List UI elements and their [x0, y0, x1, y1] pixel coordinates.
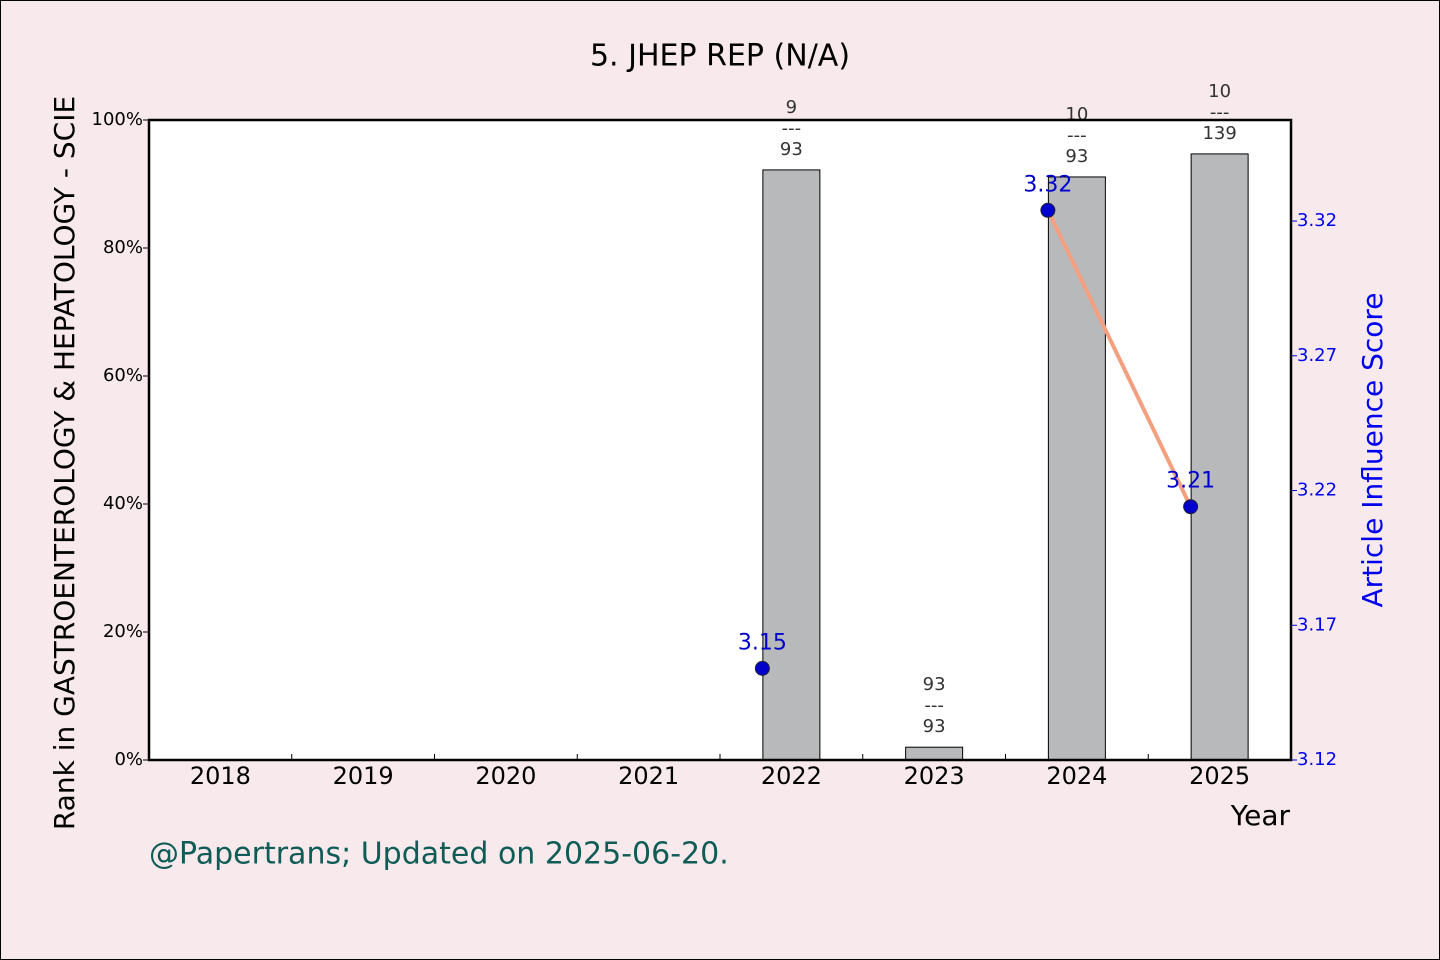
- value-label: 3.21: [1166, 469, 1215, 494]
- y2-tick-label: 3.22: [1297, 480, 1337, 501]
- rank-label: 10: [1065, 104, 1088, 125]
- rank-label: ---: [924, 695, 944, 716]
- rank-label: 93: [923, 716, 946, 737]
- rank-label: ---: [1210, 102, 1230, 123]
- x-tick-label: 2020: [475, 762, 536, 790]
- x-tick-label: 2024: [1046, 762, 1107, 790]
- chart-title: 5. JHEP REP (N/A): [590, 39, 850, 74]
- x-tick-label: 2025: [1189, 762, 1250, 790]
- footer: @Papertrans; Updated on 2025-06-20.: [149, 837, 729, 872]
- x-tick-label: 2022: [761, 762, 822, 790]
- y2-tick-label: 3.17: [1297, 614, 1337, 635]
- y2-axis-label: Article Influence Score: [1356, 292, 1389, 607]
- bar: [762, 169, 821, 761]
- y-axis-label: Rank in GASTROENTEROLOGY & HEPATOLOGY - …: [48, 96, 81, 830]
- line-marker: [1183, 499, 1199, 515]
- rank-label: 9: [786, 97, 797, 118]
- x-tick-label: 2023: [904, 762, 965, 790]
- line: [1046, 209, 1193, 508]
- y-tick-label: 100%: [92, 109, 143, 130]
- y-tick-label: 20%: [103, 621, 143, 642]
- y-tick-label: 0%: [114, 749, 143, 770]
- plot-frame: [147, 118, 1293, 762]
- bar: [1190, 153, 1249, 761]
- rank-label: 139: [1202, 123, 1236, 144]
- rank-label: 93: [1065, 146, 1088, 167]
- rank-label: ---: [782, 118, 802, 139]
- x-tick-label: 2019: [333, 762, 394, 790]
- y2-tick-label: 3.32: [1297, 210, 1337, 231]
- rank-label: 93: [780, 139, 803, 160]
- x-tick-label: 2018: [190, 762, 251, 790]
- rank-label: 93: [923, 674, 946, 695]
- rank-label: 10: [1208, 81, 1231, 102]
- line-marker: [754, 660, 770, 676]
- line-marker: [1040, 202, 1056, 218]
- value-label: 3.32: [1023, 172, 1072, 197]
- bar: [1047, 176, 1106, 761]
- bar: [905, 746, 964, 761]
- y-tick-label: 60%: [103, 365, 143, 386]
- y-tick-label: 40%: [103, 493, 143, 514]
- x-tick-label: 2021: [618, 762, 679, 790]
- y2-tick-label: 3.27: [1297, 345, 1337, 366]
- x-axis-label: Year: [1230, 799, 1291, 832]
- rank-label: ---: [1067, 125, 1087, 146]
- plot-area: [149, 120, 1291, 760]
- y2-tick-label: 3.12: [1297, 749, 1337, 770]
- value-label: 3.15: [738, 630, 787, 655]
- y-tick-label: 80%: [103, 237, 143, 258]
